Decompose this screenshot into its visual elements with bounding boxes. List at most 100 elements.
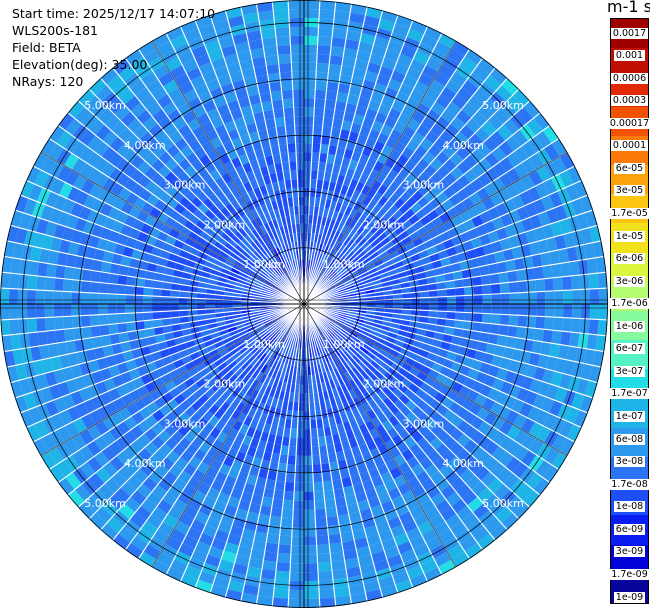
range-bin-cell xyxy=(364,459,377,471)
range-bin-cell xyxy=(183,417,197,431)
range-bin-cell xyxy=(372,279,382,286)
colorbar-tick-label: 3e-09 xyxy=(613,546,646,558)
range-bin-cell xyxy=(487,333,499,345)
range-bin-cell xyxy=(263,46,278,57)
range-bin-cell xyxy=(350,76,365,89)
range-bin-cell xyxy=(247,354,257,364)
range-bin-cell xyxy=(304,214,309,224)
range-bin-cell xyxy=(254,322,265,329)
range-bin-cell xyxy=(255,337,265,346)
range-bin-cell xyxy=(559,373,572,390)
range-bin-cell xyxy=(446,288,456,297)
range-bin-cell xyxy=(429,79,446,95)
range-bin-cell xyxy=(393,61,410,76)
range-bin-cell xyxy=(285,409,293,420)
range-bin-cell xyxy=(297,411,304,421)
range-bin-cell xyxy=(363,260,374,269)
range-bin-cell xyxy=(327,287,337,294)
range-bin-cell xyxy=(320,354,327,364)
range-bin-cell xyxy=(382,199,394,211)
range-bin-cell xyxy=(250,357,259,367)
range-bin-cell xyxy=(41,433,57,452)
range-bin-cell xyxy=(330,338,338,348)
range-bin-cell xyxy=(325,267,333,277)
range-bin-cell xyxy=(524,390,538,406)
range-bin-cell xyxy=(210,331,221,340)
range-bin-cell xyxy=(559,437,575,456)
range-bin-cell xyxy=(269,81,282,93)
range-bin-cell xyxy=(273,489,285,500)
range-bin-cell xyxy=(396,245,408,256)
range-bin-cell xyxy=(304,482,314,492)
range-bin-cell xyxy=(375,263,386,272)
range-bin-cell xyxy=(289,26,304,37)
range-bin-cell xyxy=(163,470,178,485)
range-bin-cell xyxy=(517,315,528,328)
range-bin-cell xyxy=(350,3,368,16)
range-bin-cell xyxy=(297,420,304,430)
range-bin-cell xyxy=(479,384,492,398)
range-bin-cell xyxy=(308,205,315,216)
range-bin-cell xyxy=(346,315,356,321)
range-bin-cell xyxy=(465,347,477,360)
range-bin-cell xyxy=(558,170,574,188)
range-bin-cell xyxy=(477,435,493,451)
range-bin-cell xyxy=(273,588,290,599)
range-bin-cell xyxy=(325,282,334,290)
range-bin-cell xyxy=(454,278,465,289)
range-bin-cell xyxy=(487,114,504,131)
range-bin-cell xyxy=(396,53,414,68)
range-bin-cell xyxy=(275,351,283,362)
range-bin-cell xyxy=(56,459,73,478)
range-bin-cell xyxy=(551,451,568,470)
range-bin-cell xyxy=(390,220,402,231)
range-bin-cell xyxy=(473,304,483,314)
range-bin-cell xyxy=(398,393,411,406)
range-bin-cell xyxy=(266,323,276,331)
range-bin-cell xyxy=(184,360,196,372)
range-bin-cell xyxy=(267,377,276,388)
range-bin-cell xyxy=(343,322,354,329)
range-bin-cell xyxy=(406,565,425,580)
range-bin-cell xyxy=(281,354,288,364)
range-bin-cell xyxy=(399,178,412,192)
range-bin-cell xyxy=(286,327,292,336)
range-bin-cell xyxy=(36,317,47,333)
range-bin-cell xyxy=(145,455,161,471)
range-bin-cell xyxy=(562,304,573,319)
range-bin-cell xyxy=(501,78,519,96)
range-bin-cell xyxy=(419,214,432,227)
range-bin-cell xyxy=(99,367,113,381)
range-bin-cell xyxy=(297,178,304,188)
range-bin-cell xyxy=(349,241,358,251)
range-bin-cell xyxy=(506,95,524,113)
range-bin-cell xyxy=(214,397,226,409)
range-bin-cell xyxy=(190,519,206,533)
range-bin-cell xyxy=(445,318,456,328)
range-bin-cell xyxy=(407,351,419,361)
range-bin-cell xyxy=(325,331,333,341)
range-bin-cell xyxy=(134,304,144,313)
range-bin-cell xyxy=(304,473,314,483)
range-bin-cell xyxy=(336,92,349,103)
range-bin-cell xyxy=(276,426,285,437)
range-bin-cell xyxy=(477,487,494,504)
range-bin-cell xyxy=(448,343,460,354)
range-bin-cell xyxy=(229,525,244,538)
range-bin-cell xyxy=(341,326,351,334)
range-bin-cell xyxy=(323,332,331,342)
range-bin-cell xyxy=(338,290,348,295)
range-bin-cell xyxy=(387,204,399,216)
range-bin-cell xyxy=(464,542,483,559)
range-bin-cell xyxy=(262,316,272,323)
range-bin-cell xyxy=(450,476,466,492)
range-bin-cell xyxy=(406,476,421,490)
range-bin-cell xyxy=(411,405,424,418)
range-bin-cell xyxy=(128,368,141,381)
range-bin-cell xyxy=(76,350,89,365)
range-bin-cell xyxy=(213,500,228,513)
range-bin-cell xyxy=(134,312,144,322)
range-bin-cell xyxy=(261,354,270,364)
range-bin-cell xyxy=(314,197,321,207)
range-bin-cell xyxy=(315,261,321,271)
